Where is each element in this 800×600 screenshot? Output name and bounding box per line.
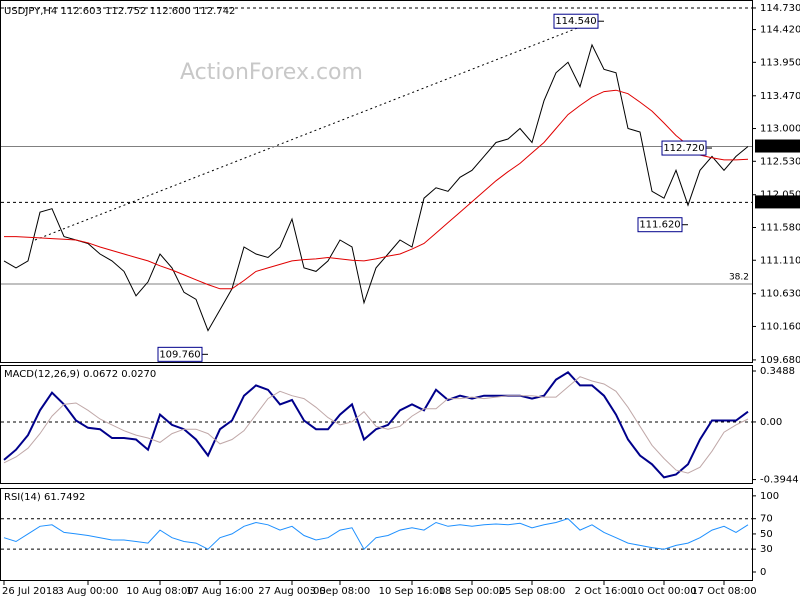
y-tick-label: 112.050 — [760, 190, 800, 201]
y-tick-label: 113.000 — [760, 124, 800, 135]
series-line — [3, 43, 749, 332]
annotation-label: 112.720 — [663, 143, 704, 154]
x-tick-label: 26 Jul 2018 — [2, 586, 59, 597]
x-tick-label: 3 Aug 00:00 — [57, 586, 118, 597]
annotation-box — [661, 140, 707, 156]
annotation-box — [553, 13, 599, 29]
trend-line — [34, 19, 599, 241]
y-tick-label: 111.110 — [760, 255, 800, 266]
frames — [0, 0, 753, 581]
y-tick-label: 70 — [760, 514, 773, 525]
y-tick-label: 0.00 — [760, 417, 782, 428]
x-tick-label: 17 Aug 16:00 — [186, 586, 253, 597]
y-tick-label: 30 — [760, 544, 773, 555]
rsi-title: RSI(14) 61.7492 — [4, 492, 85, 503]
series-line — [3, 371, 749, 479]
annotation-label: 109.760 — [159, 349, 200, 360]
annotation-label: 111.620 — [639, 220, 680, 231]
y-tick-label: 50 — [760, 529, 773, 540]
x-tick-label: 17 Oct 08:00 — [691, 586, 756, 597]
x-tick-label: 10 Oct 00:00 — [631, 586, 696, 597]
x-tick-label: 27 Aug 00:00 — [258, 586, 325, 597]
rsi-frame — [0, 488, 753, 581]
annotation-label: 114.540 — [555, 16, 596, 27]
price-title: USDJPY,H4 112.603 112.752 112.600 112.74… — [4, 6, 235, 17]
y-tick-label: 113.470 — [760, 91, 800, 102]
macd-title: MACD(12,26,9) 0.0672 0.0270 — [4, 369, 156, 380]
level-label: 111.940 — [760, 197, 800, 208]
x-tick-label: 10 Aug 08:00 — [126, 586, 193, 597]
y-tick-label: 100 — [760, 491, 779, 502]
series-line — [3, 518, 749, 551]
y-tick-label: 109.680 — [760, 355, 800, 366]
y-tick-label: 0 — [760, 567, 766, 578]
macd-frame — [0, 365, 753, 484]
annotation-box — [157, 346, 203, 362]
y-tick-label: 114.730 — [760, 3, 800, 14]
x-tick-label: 18 Sep 00:00 — [439, 586, 506, 597]
level-label-box — [755, 139, 800, 153]
x-tick-label: 3 Sep 08:00 — [310, 586, 370, 597]
price-frame — [0, 0, 753, 363]
level-label-box — [755, 195, 800, 209]
y-tick-label: 110.160 — [760, 321, 800, 332]
level-label: 112.742 — [760, 142, 800, 153]
y-tick-label: 110.630 — [760, 289, 800, 300]
watermark: ActionForex.com — [180, 60, 363, 85]
x-tick-label: 25 Sep 08:00 — [499, 586, 566, 597]
y-tick-label: -0.3944 — [760, 475, 799, 486]
y-tick-label: 111.580 — [760, 222, 800, 233]
y-tick-label: 0.3488 — [760, 366, 795, 377]
y-tick-label: 114.420 — [760, 25, 800, 36]
level-label: 38.2 — [729, 272, 749, 282]
y-tick-label: 112.530 — [760, 156, 800, 167]
x-tick-label: 10 Sep 16:00 — [379, 586, 446, 597]
annotation-box — [637, 217, 683, 233]
x-tick-label: 2 Oct 16:00 — [575, 586, 634, 597]
y-tick-label: 113.950 — [760, 57, 800, 68]
series-line — [3, 376, 749, 474]
series-line — [4, 89, 749, 290]
